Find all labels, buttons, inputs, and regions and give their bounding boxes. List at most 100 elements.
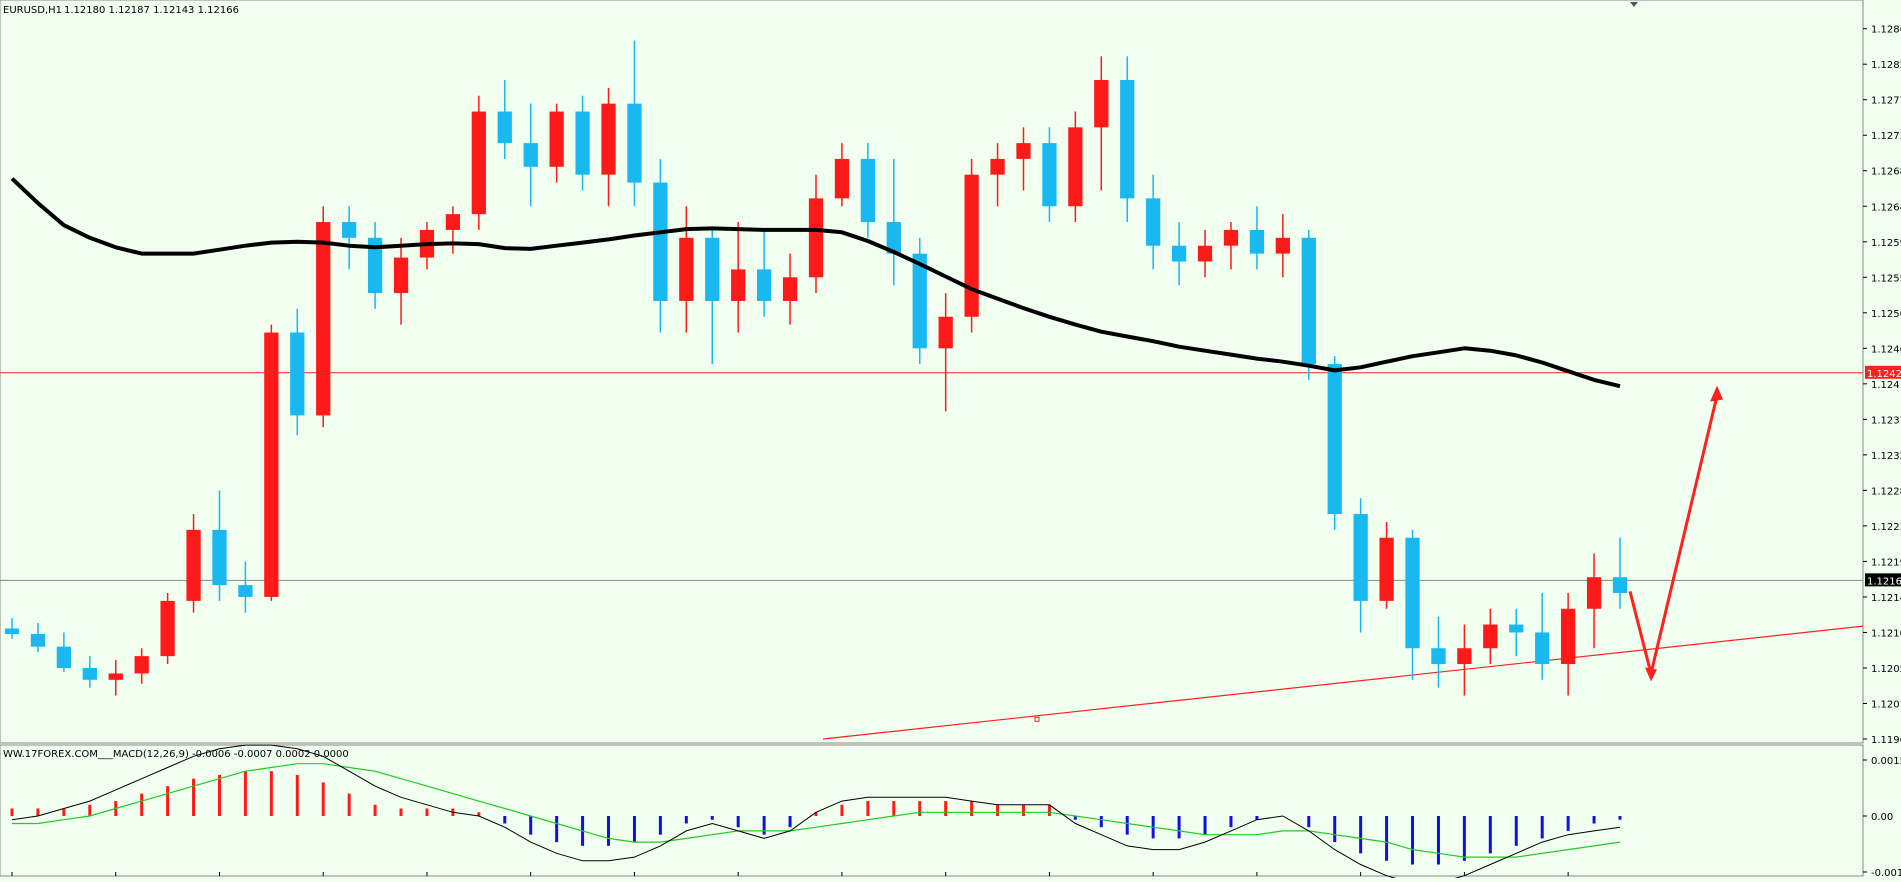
trendline-group[interactable] [822,625,1864,740]
price-tick-label: 1.12460 [1871,344,1901,355]
macd-main-line [11,744,1621,882]
candle-body [1223,229,1239,246]
price-tick-label: 1.12550 [1871,273,1901,284]
support-trendline[interactable] [822,625,1864,740]
candle-body [290,332,305,416]
candle-body [30,634,46,647]
candle-body [445,214,461,230]
candle-body [679,237,694,301]
candle-body [731,269,746,301]
candle-body [1171,245,1187,262]
candle-body [160,600,175,657]
candle-body [1379,537,1394,601]
candle-body [471,111,486,215]
candle-body [1586,577,1602,609]
forecast-path[interactable] [1628,395,1719,675]
macd-tick-label: 0.00 [1871,812,1893,823]
price-tick-label: 1.12595 [1871,238,1901,249]
candle-body [497,111,512,144]
price-tick-label: 1.12280 [1871,486,1901,497]
horizontal-levels[interactable] [0,372,1863,581]
indicator-label: WW.17FOREX.COM___MACD(12,26,9) -0.0006 -… [3,749,349,760]
candle-body [1042,143,1057,207]
candle-body [1094,79,1109,128]
trendline-anchor-point[interactable] [1034,716,1040,722]
forecast-arrow[interactable] [1628,385,1723,682]
ohlc-label: 1.12180 1.12187 1.12143 1.12166 [64,5,239,16]
price-tick-label: 1.12685 [1871,167,1901,178]
price-tick-label: 1.11965 [1871,735,1901,746]
candle-body [627,103,642,183]
candle-body [549,111,564,167]
moving-average [10,177,1621,389]
candle-body [523,143,538,167]
price-tick-label: 1.12865 [1871,25,1901,36]
macd-axis: 0.0015 0.00 -0.0015 [11,756,1901,879]
candle-body [82,667,97,680]
price-axis: 1.12865 1.12820 1.12775 1.12730 1.12685 1.126… [1863,25,1901,746]
candle-body [756,269,772,301]
candle-body [238,585,253,597]
candle-body [834,158,850,199]
price-tick-label: 1.12145 [1871,593,1901,604]
candle-body [912,253,927,349]
candles [4,40,1628,696]
candle-body [1068,127,1083,207]
price-tick-label: 1.12640 [1871,202,1901,213]
price-tick-label: 1.12010 [1871,699,1901,710]
candle-body [1120,79,1135,199]
level-price-box [1865,365,1901,379]
candle-body [1275,237,1290,254]
candle-body [1146,198,1161,246]
candle-body [1560,608,1576,665]
price-tick-label: 1.12190 [1871,557,1901,568]
macd-pane [10,744,1622,882]
candle-body [1431,648,1446,665]
candle-body [1483,624,1498,649]
forecast-dip-arrowhead[interactable] [1645,667,1657,682]
moving-average-line [10,177,1621,389]
price-tick-label: 1.12055 [1871,664,1901,675]
forecast-arrowhead[interactable] [1710,385,1723,402]
price-tick-label: 1.12100 [1871,628,1901,639]
candle-body [1197,245,1213,262]
macd-signal-line [12,763,1621,858]
candle-body [1353,514,1368,601]
candle-body [964,174,979,317]
candle-body [1327,364,1342,515]
candle-body [653,182,668,301]
candle-body [601,103,616,175]
candle-body [316,222,331,416]
candle-body [342,222,357,238]
indicator-pane-frame [0,744,1864,877]
price-tick-label: 1.12775 [1871,96,1901,107]
candle-body [393,257,409,294]
price-tick-label: 1.12505 [1871,309,1901,320]
level-price-text: 1.12429 [1867,369,1901,380]
price-tick-label: 1.12730 [1871,131,1901,142]
symbol-label: EURUSD,H1 [3,5,62,16]
candle-body [938,316,953,349]
candle-body [1535,632,1550,665]
candle-body [264,332,279,597]
candle-body [56,646,72,668]
candle-body [860,158,876,223]
price-tick-label: 1.12325 [1871,451,1901,462]
candle-body [1612,577,1628,593]
candle-body [108,673,123,680]
candle-body [886,222,901,254]
candle-body [990,158,1005,175]
candle-body [186,529,201,601]
candle-body [4,628,20,635]
price-tick-label: 1.12235 [1871,522,1901,533]
price-tick-label: 1.12370 [1871,415,1901,426]
candle-body [1249,229,1265,254]
price-tick-label: 1.12820 [1871,60,1901,71]
candle-body [1016,143,1031,159]
macd-tick-label: -0.0015 [1871,868,1901,878]
candle-body [1509,624,1524,633]
shift-marker-icon[interactable] [1630,2,1638,7]
candle-body [808,198,824,278]
